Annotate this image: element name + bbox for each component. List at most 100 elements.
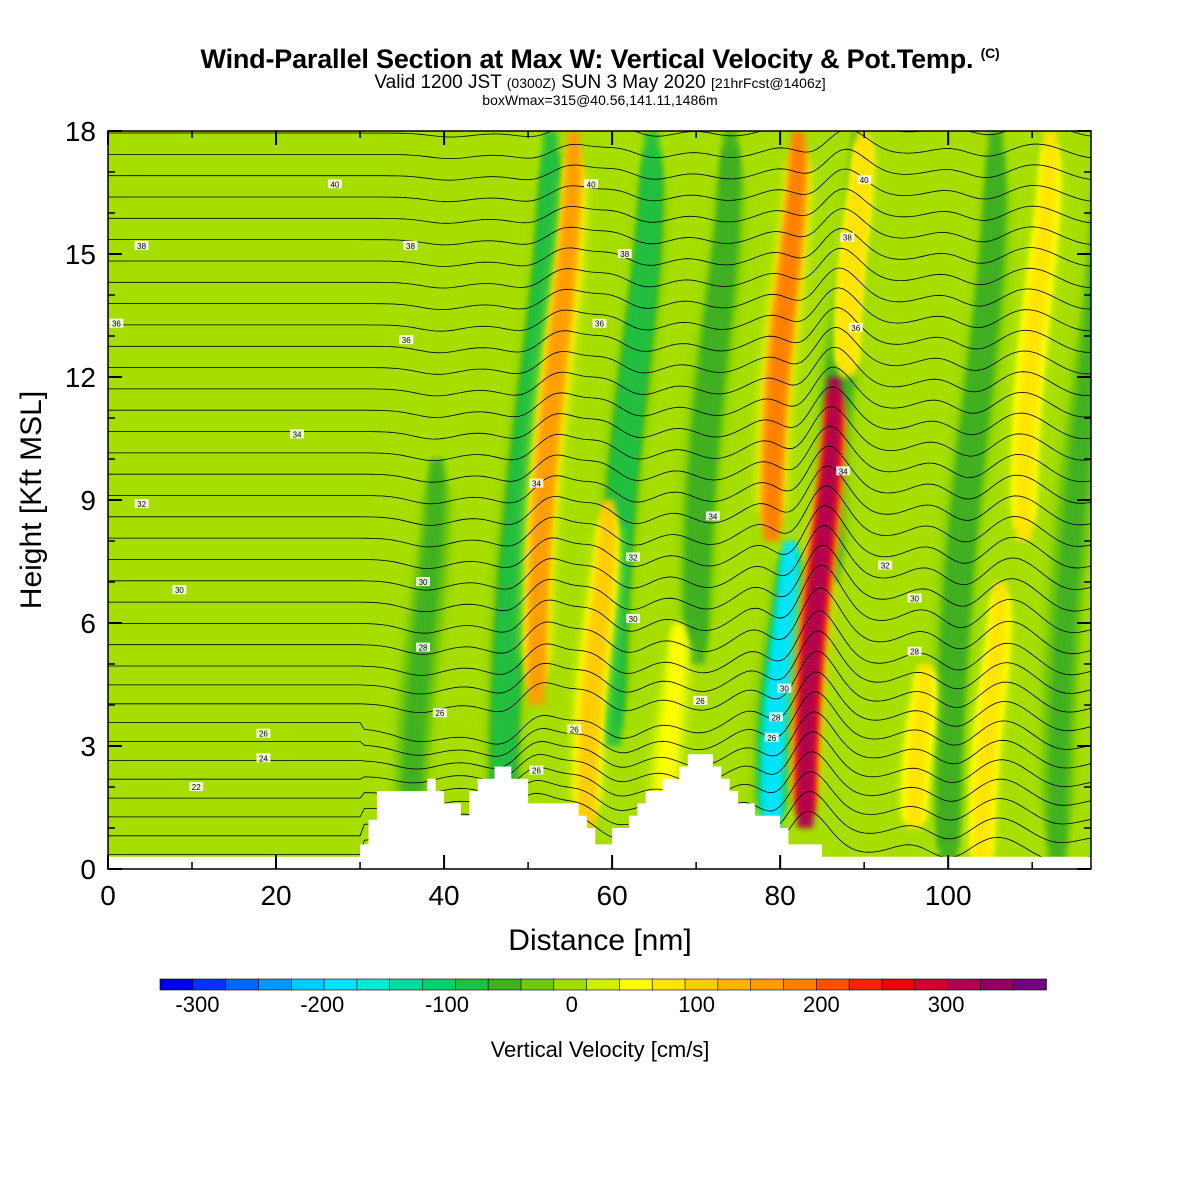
colorbar-swatch <box>192 978 227 991</box>
theta-contour <box>108 671 1091 745</box>
theta-label-text: 26 <box>696 697 705 706</box>
theta-contour <box>108 445 1091 505</box>
chart-title-text: Wind-Parallel Section at Max W: Vertical… <box>200 44 974 74</box>
theta-label-bg <box>764 732 779 742</box>
colorbar-swatch <box>684 978 719 991</box>
x-tick-label: 40 <box>428 880 459 911</box>
theta-label-bg <box>848 322 863 332</box>
theta-label: 32 <box>626 552 641 562</box>
theta-contour <box>108 465 1091 526</box>
theta-contour <box>108 406 1091 461</box>
theta-label: 26 <box>567 724 582 735</box>
theta-label-bg <box>907 593 922 603</box>
velocity-field <box>395 131 1091 869</box>
theta-label-text: 32 <box>881 562 890 571</box>
theta-contour <box>108 731 1091 788</box>
colorbar-swatch <box>947 978 982 991</box>
copyright-mark: (C) <box>980 45 1000 61</box>
theta-contour <box>108 771 1091 825</box>
terrain <box>108 754 1091 869</box>
colorbar-swatch <box>651 978 686 991</box>
theta-label-text: 36 <box>112 320 121 329</box>
theta-label: 34 <box>529 478 544 489</box>
colorbar-swatch <box>750 978 785 991</box>
theta-contour <box>108 790 1091 844</box>
theta-contour <box>108 267 1091 310</box>
theta-contour <box>108 366 1091 418</box>
colorbar-swatch <box>783 978 818 991</box>
colorbar-swatch <box>815 978 850 991</box>
theta-label-text: 40 <box>330 180 339 189</box>
theta-contour <box>108 287 1091 332</box>
theta-contour <box>108 90 1091 116</box>
colorbar-swatch <box>619 978 654 991</box>
theta-label-bg <box>416 642 431 652</box>
colorbar-swatch <box>258 978 293 991</box>
theta-label: 40 <box>327 179 342 189</box>
theta-contour <box>108 346 1091 397</box>
theta-label-bg <box>907 646 922 656</box>
plot-area: 40 38 36 38 40 38 36 40 38 36 36 34 34 34 34 32 32 32 30 30… <box>108 90 1091 869</box>
theta-label-bg <box>857 175 872 185</box>
x-tick-label: 60 <box>597 880 628 911</box>
theta-label: 30 <box>777 683 792 694</box>
theta-label-bg <box>626 552 641 562</box>
theta-label-bg <box>403 240 418 250</box>
colorbar-tick-label: -200 <box>300 992 344 1017</box>
theta-label: 26 <box>256 728 271 739</box>
y-tick-label: 6 <box>80 608 96 639</box>
colorbar-swatch <box>290 978 325 991</box>
x-tick-label: 20 <box>260 880 291 911</box>
theta-label-text: 26 <box>767 734 776 743</box>
downdraft-core <box>938 131 1004 869</box>
theta-contour <box>108 544 1091 612</box>
theta-label-text: 30 <box>175 586 184 595</box>
downdraft-core <box>686 131 739 664</box>
theta-label-bg <box>777 683 792 693</box>
theta-labels: 40 38 36 38 40 38 36 40 38 36 36 34 34 34 34 32 32 32 30 30… <box>109 175 922 792</box>
theta-label-text: 34 <box>839 467 848 476</box>
theta-contour <box>108 630 1091 695</box>
theta-label: 36 <box>848 322 863 333</box>
theta-label-text: 22 <box>192 783 201 792</box>
theta-contour <box>108 168 1091 203</box>
theta-label: 26 <box>764 732 779 743</box>
downdraft-core <box>1048 256 1091 869</box>
theta-label: 38 <box>403 240 418 251</box>
theta-contour <box>108 610 1091 676</box>
theta-label-text: 30 <box>780 685 789 694</box>
theta-label-text: 26 <box>435 709 444 718</box>
updraft-core <box>973 582 1008 869</box>
theta-contour <box>108 650 1091 714</box>
colorbar-tick-label: -100 <box>425 992 469 1017</box>
theta-label-text: 28 <box>910 648 919 657</box>
theta-label-text: 26 <box>259 730 268 739</box>
updraft-core <box>578 500 615 828</box>
y-tick-label: 0 <box>80 854 96 885</box>
theta-contour <box>108 751 1091 806</box>
theta-contour <box>108 307 1091 354</box>
theta-label-bg <box>189 782 204 791</box>
theta-contour <box>108 131 1091 159</box>
colorbar-label: Vertical Velocity [cm/s] <box>491 1037 710 1062</box>
theta-label-bg <box>529 478 544 488</box>
theta-label-bg <box>256 728 271 738</box>
theta-contour <box>108 208 1091 246</box>
colorbar-swatch <box>323 978 358 991</box>
colorbar-swatch <box>159 978 194 991</box>
boxwmax-info: boxWmax=315@40.56,141.11,1486m <box>482 92 718 108</box>
theta-label-bg <box>592 318 607 328</box>
theta-contour <box>108 805 1091 862</box>
y-tick-label: 3 <box>80 731 96 762</box>
theta-label: 40 <box>584 179 599 189</box>
colorbar-swatch <box>225 978 260 991</box>
theta-label-text: 38 <box>620 250 629 259</box>
theta-contour <box>108 386 1091 440</box>
downdraft-core <box>401 459 445 869</box>
theta-label: 28 <box>416 642 431 653</box>
theta-label-text: 34 <box>293 430 302 439</box>
updraft-core <box>763 131 805 541</box>
theta-label-bg <box>693 695 708 705</box>
utc-time: (0300Z) <box>506 75 556 91</box>
